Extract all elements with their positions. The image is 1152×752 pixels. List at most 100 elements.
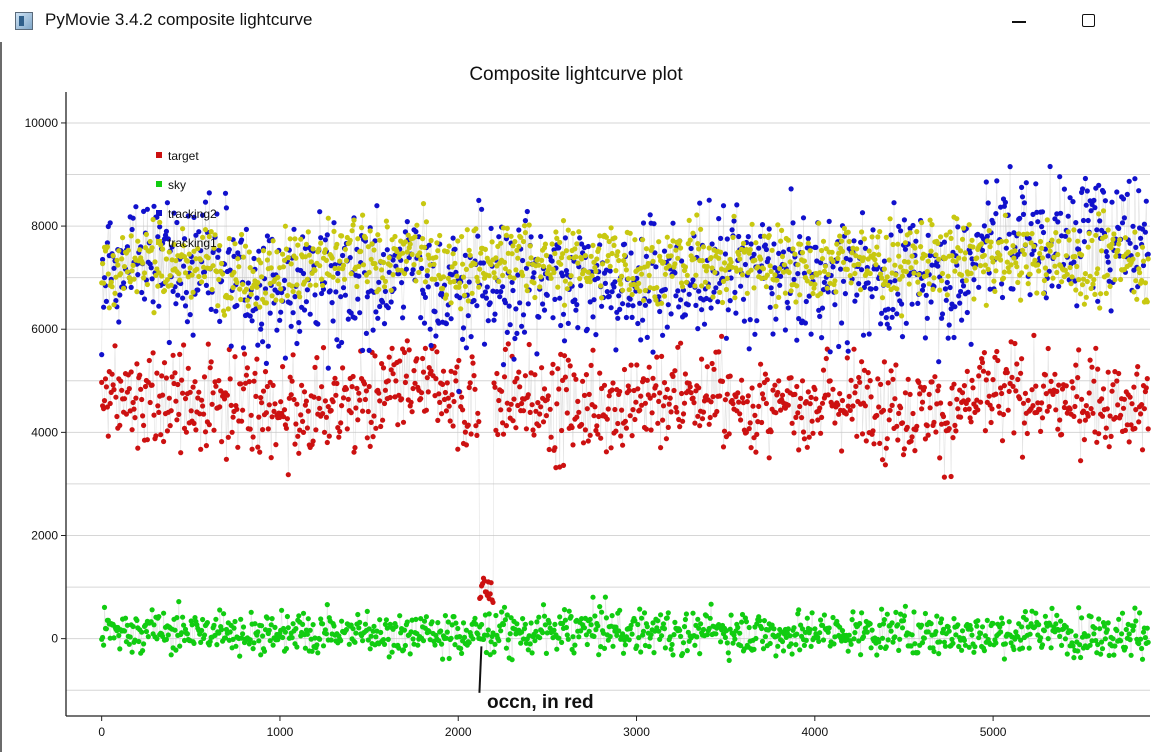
series-sky-point <box>956 643 962 650</box>
series-tracking2-point <box>936 359 942 365</box>
series-tracking1-point <box>268 265 274 271</box>
series-tracking1-point <box>611 242 617 248</box>
series-sky-point <box>804 615 810 621</box>
series-tracking2-point <box>200 212 206 218</box>
series-target-point <box>805 389 811 395</box>
series-target-point <box>353 405 359 411</box>
series-tracking2-point <box>1017 215 1023 221</box>
series-tracking2-point <box>660 332 666 338</box>
series-tracking1-point <box>819 256 826 262</box>
series-sky-point <box>739 611 746 618</box>
series-tracking1-point <box>886 257 892 263</box>
series-target-point <box>556 386 562 392</box>
series-target-point <box>839 448 845 454</box>
series-tracking1-point <box>186 251 192 257</box>
series-tracking2-point <box>450 235 456 241</box>
series-tracking1-point <box>127 279 133 285</box>
series-sky-point <box>534 619 540 625</box>
series-tracking2-point <box>845 348 851 354</box>
series-tracking2-point <box>843 255 849 262</box>
series-tracking1-point <box>1068 281 1074 287</box>
series-target-point <box>937 455 943 461</box>
series-tracking2-point <box>129 226 135 233</box>
series-tracking1-point <box>160 246 166 252</box>
series-tracking1-point <box>257 304 263 310</box>
y-tick-label: 8000 <box>31 219 58 233</box>
series-tracking2-point <box>1076 246 1082 253</box>
series-tracking2-point <box>315 321 321 327</box>
series-tracking1-point <box>128 233 134 239</box>
series-sky-point <box>851 636 857 642</box>
series-tracking1-point <box>805 240 811 246</box>
series-sky-point <box>953 632 959 638</box>
series-tracking1-point <box>1079 282 1086 288</box>
maximize-button[interactable] <box>1066 4 1112 38</box>
series-tracking1-point <box>1140 258 1147 264</box>
series-tracking2-point <box>892 278 898 284</box>
series-tracking1-point <box>623 267 630 273</box>
series-tracking1-point <box>329 255 335 261</box>
series-target-point <box>350 373 356 380</box>
series-tracking1-point <box>528 255 534 261</box>
series-sky-point <box>355 611 361 618</box>
series-tracking1-point <box>594 256 600 262</box>
series-target-point <box>492 384 498 390</box>
series-target-point <box>1099 413 1106 419</box>
series-tracking2-point <box>913 238 919 244</box>
series-tracking2-point <box>673 293 679 299</box>
series-tracking1-point <box>331 228 337 234</box>
series-target-point <box>343 386 349 392</box>
series-target-point <box>547 406 553 412</box>
series-tracking2-point <box>902 246 909 252</box>
series-sky-point <box>1131 623 1137 629</box>
series-target-point <box>230 414 236 420</box>
x-tick-label: 2000 <box>445 725 472 739</box>
series-target-point <box>206 422 212 428</box>
series-tracking1-point <box>931 275 937 281</box>
series-tracking1-point <box>824 285 830 291</box>
series-sky-point <box>466 640 472 646</box>
series-target-point <box>225 434 231 440</box>
series-target-point <box>505 341 511 347</box>
series-sky-point <box>825 629 831 635</box>
series-sky-point <box>1114 627 1120 634</box>
series-tracking1-point <box>1122 235 1128 241</box>
series-tracking1-point <box>236 264 242 270</box>
series-sky-point <box>269 616 275 622</box>
series-sky-point <box>127 634 133 640</box>
series-tracking1-point <box>365 244 371 250</box>
series-tracking1-point <box>501 259 508 265</box>
series-tracking1-point <box>189 272 195 278</box>
series-target-point <box>312 364 318 370</box>
series-tracking2-point <box>711 289 717 295</box>
series-target-point <box>219 439 225 445</box>
series-tracking2-point <box>516 227 522 233</box>
series-tracking2-point <box>609 289 615 295</box>
series-sky-point <box>655 618 661 624</box>
series-sky-point <box>487 652 493 658</box>
series-target-point <box>109 371 115 377</box>
series-sky-point <box>713 631 719 637</box>
series-tracking2-point <box>243 226 249 232</box>
app-icon[interactable] <box>15 12 33 30</box>
minimize-button[interactable] <box>996 4 1042 38</box>
series-tracking2-point <box>418 315 424 321</box>
series-sky-point <box>893 609 899 616</box>
series-tracking1-point <box>166 249 172 255</box>
series-tracking2-point <box>644 334 650 340</box>
series-tracking2-point <box>852 298 858 304</box>
series-tracking1-point <box>418 256 424 263</box>
series-tracking1-point <box>764 272 770 278</box>
series-sky-point <box>377 617 383 623</box>
series-target-point <box>875 376 881 382</box>
series-tracking1-point <box>893 272 899 278</box>
series-sky-point <box>518 640 524 646</box>
series-target-point <box>1017 396 1023 402</box>
series-tracking1-point <box>152 259 158 265</box>
series-sky-point <box>999 615 1005 621</box>
series-target-point <box>880 407 887 413</box>
series-tracking2-point <box>925 232 931 238</box>
series-tracking1-point <box>1023 264 1029 270</box>
series-target-point <box>859 431 866 437</box>
